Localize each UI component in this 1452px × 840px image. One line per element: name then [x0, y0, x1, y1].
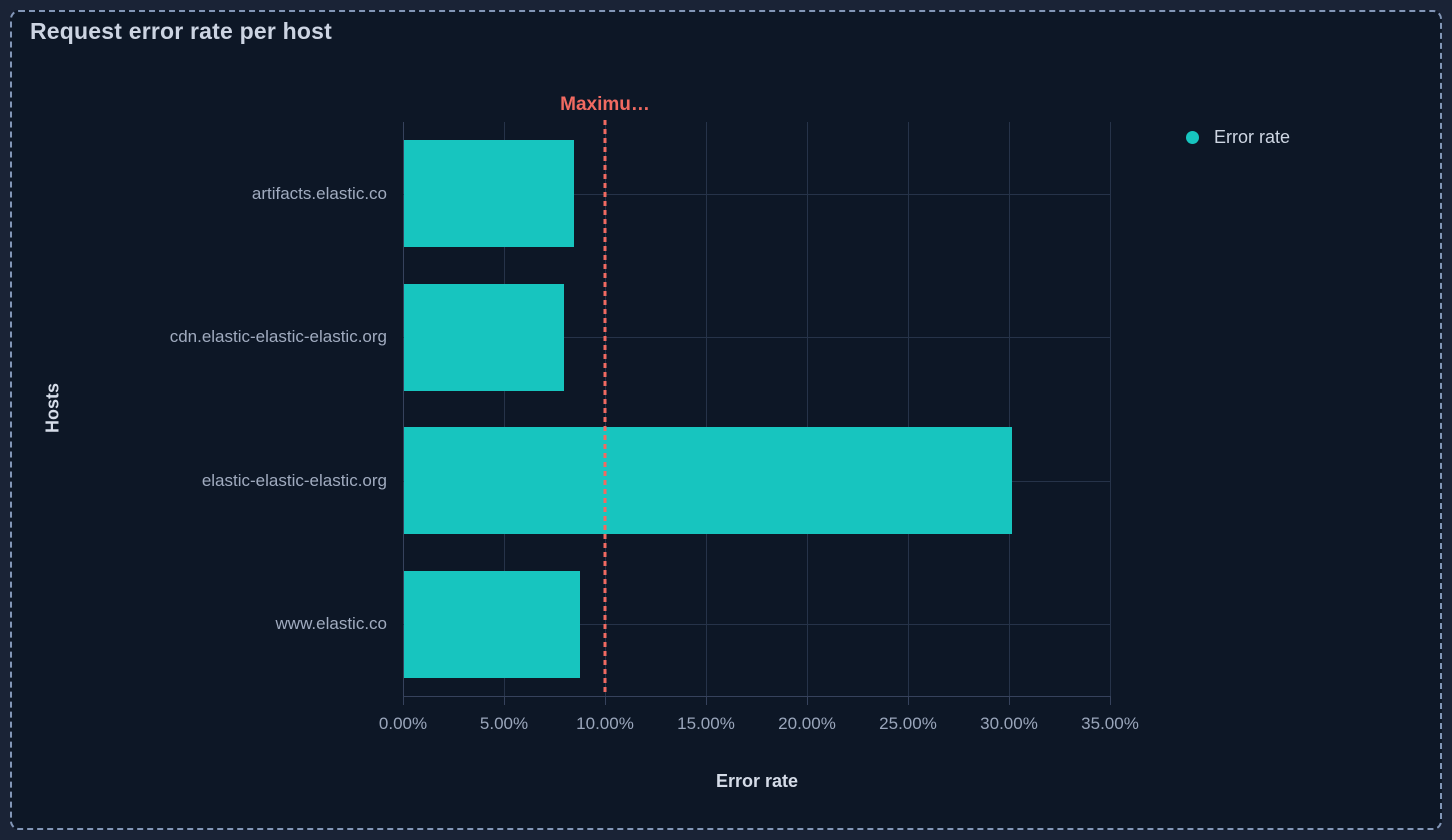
y-axis-label: elastic-elastic-elastic.org [201, 470, 387, 490]
gridline-horizontal [403, 337, 1110, 339]
panel-title: Request error rate per host [30, 18, 332, 44]
gridline-horizontal [403, 624, 1110, 626]
gridline-vertical [908, 122, 909, 696]
bar[interactable] [404, 570, 580, 678]
threshold-line [603, 120, 607, 696]
y-axis-labels: artifacts.elastic.co cdn.elastic-elastic-… [60, 122, 387, 696]
x-axis-tick-label: 15.00% [677, 714, 735, 733]
dashboard-panel[interactable] [10, 10, 1442, 830]
threshold-label: Maximu… [560, 94, 650, 115]
y-axis-label: artifacts.elastic.co [251, 183, 387, 203]
gridline-vertical [807, 122, 808, 696]
gridline-horizontal [403, 193, 1110, 195]
gridline-vertical [1009, 122, 1010, 696]
gridline-vertical [504, 122, 505, 696]
y-axis-label: www.elastic.co [275, 614, 387, 634]
x-axis-line [403, 696, 1111, 697]
x-axis-tick-label: 30.00% [980, 714, 1038, 733]
gridline-vertical [1110, 122, 1111, 696]
bar[interactable] [404, 283, 564, 391]
x-axis-title: Error rate [715, 771, 799, 791]
legend-series-label: Error rate [1214, 127, 1291, 147]
axis-tick [706, 697, 707, 705]
axis-tick [605, 697, 606, 705]
legend-series-dot [1186, 131, 1199, 144]
bar[interactable] [404, 140, 574, 248]
axis-tick [807, 697, 808, 705]
x-axis-tick-label: 25.00% [879, 714, 937, 733]
axis-tick [908, 697, 909, 705]
plot-area [403, 120, 1111, 705]
bar[interactable] [404, 427, 1013, 535]
legend: Error rate [1186, 127, 1290, 148]
legend-item-error-rate[interactable]: Error rate [1186, 127, 1290, 148]
axis-tick [1110, 697, 1111, 705]
x-axis-tick-label: 5.00% [479, 714, 529, 733]
y-axis-line [403, 122, 404, 696]
x-axis-tick-label: 35.00% [1081, 714, 1139, 733]
axis-tick [403, 697, 404, 705]
x-axis-tick-label: 0.00% [378, 714, 428, 733]
y-axis-label: cdn.elastic-elastic-elastic.org [169, 327, 387, 347]
gridline-vertical [706, 122, 707, 696]
axis-tick [1009, 697, 1010, 705]
axis-tick [504, 697, 505, 705]
x-axis-tick-label: 20.00% [778, 714, 836, 733]
x-axis-tick-label: 10.00% [576, 714, 634, 733]
